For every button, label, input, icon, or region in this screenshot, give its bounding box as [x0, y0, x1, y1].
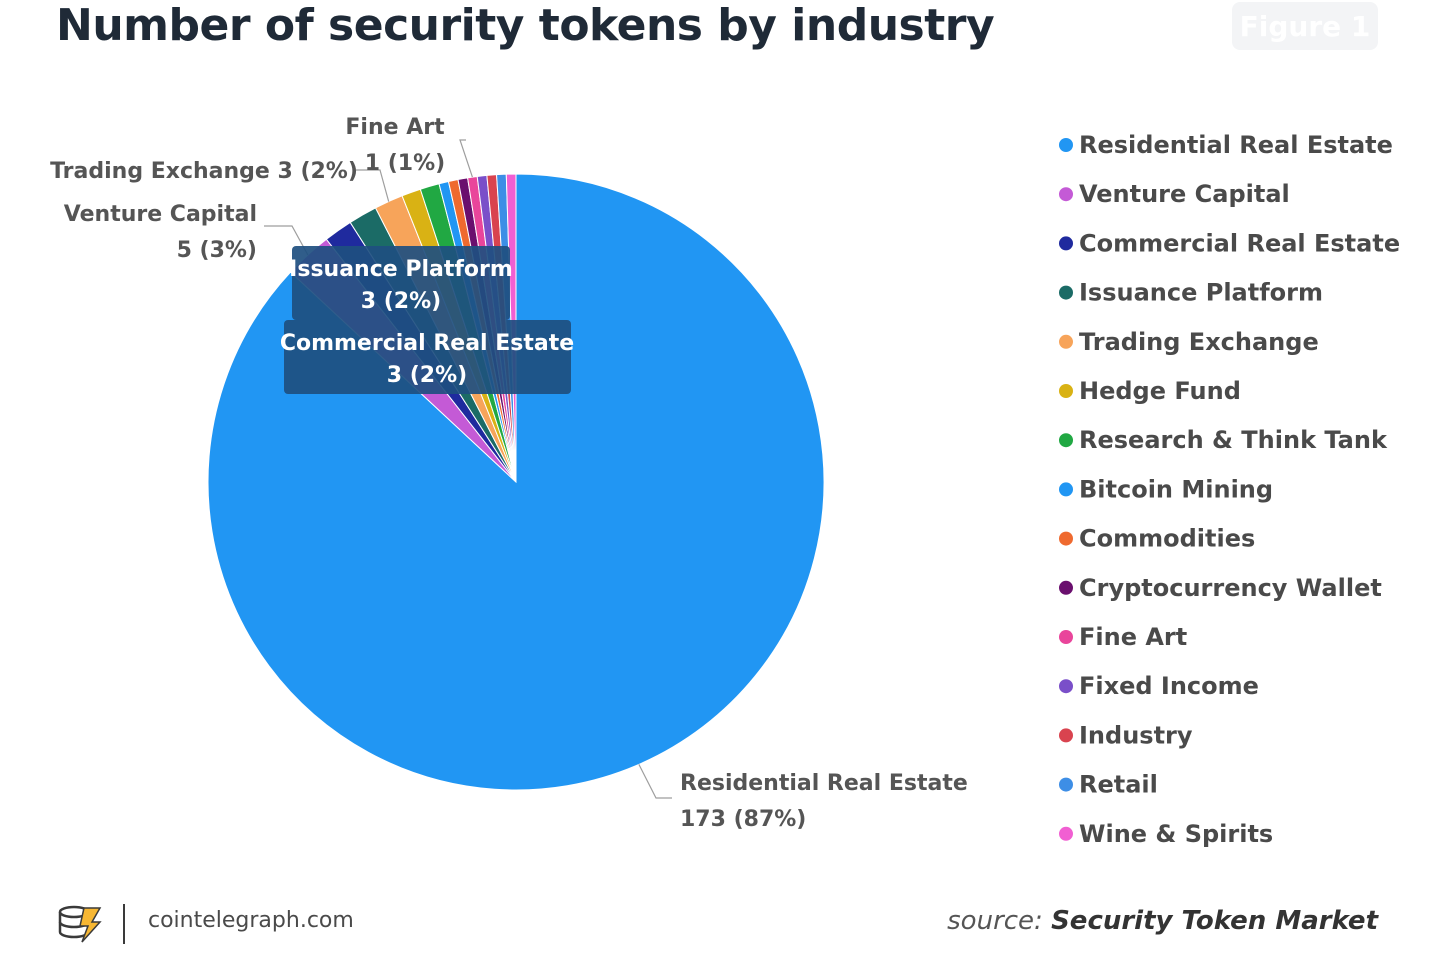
leader-fine-art — [459, 139, 473, 178]
data-label-fine-art: Fine Art 1 (1%) — [345, 115, 445, 176]
chart-title: Number of security tokens by industry — [56, 0, 995, 51]
legend-label: Residential Real Estate — [1079, 131, 1393, 159]
legend-swatch — [1059, 187, 1073, 202]
source-name: Security Token Market — [1051, 906, 1378, 936]
legend-item-industry[interactable]: Industry — [1059, 721, 1193, 749]
data-label-text: Residential Real Estate — [680, 771, 968, 796]
data-label-text: 173 (87%) — [680, 807, 806, 832]
data-label-text: Trading Exchange 3 (2%) — [50, 159, 358, 184]
leader-trading-exchange — [356, 169, 390, 202]
data-label-residential-real-estate: Residential Real Estate 173 (87%) — [680, 771, 968, 832]
legend-swatch — [1059, 482, 1073, 497]
data-label-text: 3 (2%) — [361, 289, 441, 314]
legend-item-venture-capital[interactable]: Venture Capital — [1059, 180, 1290, 208]
legend-item-retail[interactable]: Retail — [1059, 771, 1158, 799]
legend-swatch — [1059, 384, 1073, 398]
legend-item-fixed-income[interactable]: Fixed Income — [1059, 672, 1259, 700]
legend-swatch — [1059, 433, 1073, 448]
legend-swatch — [1059, 630, 1073, 644]
legend-swatch — [1059, 285, 1073, 300]
logo-icon — [58, 905, 102, 943]
source-prefix: source: — [947, 906, 1043, 936]
legend-label: Commodities — [1079, 525, 1255, 553]
legend: Residential Real Estate Venture Capital Co… — [1059, 131, 1400, 848]
legend-item-hedge-fund[interactable]: Hedge Fund — [1059, 377, 1241, 405]
figure-badge: Figure 1 — [1232, 2, 1378, 50]
legend-label: Cryptocurrency Wallet — [1079, 574, 1382, 602]
legend-label: Fixed Income — [1079, 672, 1259, 700]
data-label-commercial-real-estate: Commercial Real Estate 3 (2%) — [280, 320, 574, 394]
legend-label: Bitcoin Mining — [1079, 475, 1273, 503]
legend-swatch — [1059, 531, 1073, 546]
legend-item-wine-and-spirits[interactable]: Wine & Spirits — [1059, 820, 1273, 848]
legend-item-research-and-think-tank[interactable]: Research & Think Tank — [1059, 426, 1388, 454]
legend-label: Industry — [1079, 721, 1193, 749]
leader-venture-capital — [264, 225, 309, 256]
legend-item-bitcoin-mining[interactable]: Bitcoin Mining — [1059, 475, 1273, 503]
legend-swatch — [1059, 236, 1073, 251]
data-label-text: 1 (1%) — [365, 151, 445, 176]
data-label-text: 5 (3%) — [177, 238, 257, 263]
legend-swatch — [1059, 334, 1073, 349]
legend-label: Venture Capital — [1079, 180, 1290, 208]
legend-label: Research & Think Tank — [1079, 426, 1388, 454]
legend-label: Wine & Spirits — [1079, 820, 1273, 848]
legend-swatch — [1059, 728, 1073, 743]
legend-item-trading-exchange[interactable]: Trading Exchange — [1059, 328, 1319, 356]
footer-source: source: Security Token Market — [947, 906, 1378, 936]
data-labels: Fine Art 1 (1%) Trading Exchange 3 (2%) Ven… — [50, 115, 968, 832]
leader-residential-real-estate — [638, 764, 672, 799]
legend-item-residential-real-estate[interactable]: Residential Real Estate — [1059, 131, 1393, 159]
footer-site[interactable]: cointelegraph.com — [148, 908, 354, 933]
legend-swatch — [1059, 580, 1073, 595]
leader-lines — [264, 139, 672, 799]
legend-label: Commercial Real Estate — [1079, 229, 1400, 257]
data-label-text: Fine Art — [345, 115, 445, 140]
legend-swatch — [1059, 826, 1073, 841]
legend-item-cryptocurrency-wallet[interactable]: Cryptocurrency Wallet — [1059, 574, 1382, 602]
data-label-issuance-platform: Issuance Platform 3 (2%) — [289, 246, 513, 320]
legend-swatch — [1059, 777, 1073, 792]
legend-item-issuance-platform[interactable]: Issuance Platform — [1059, 279, 1323, 307]
legend-label: Fine Art — [1079, 623, 1187, 651]
legend-item-commodities[interactable]: Commodities — [1059, 525, 1255, 553]
data-label-text: Venture Capital — [64, 202, 257, 227]
data-label-box — [284, 320, 571, 394]
legend-item-fine-art[interactable]: Fine Art — [1059, 623, 1187, 651]
legend-label: Hedge Fund — [1079, 377, 1241, 405]
footer-divider — [123, 904, 125, 944]
legend-swatch — [1059, 138, 1073, 152]
data-label-text: Issuance Platform — [289, 257, 513, 282]
cointelegraph-logo — [56, 902, 104, 946]
legend-label: Issuance Platform — [1079, 279, 1323, 307]
legend-item-commercial-real-estate[interactable]: Commercial Real Estate — [1059, 229, 1400, 257]
data-label-venture-capital: Venture Capital 5 (3%) — [64, 202, 257, 263]
legend-label: Trading Exchange — [1079, 328, 1319, 356]
data-label-box — [292, 246, 510, 320]
data-label-trading-exchange: Trading Exchange 3 (2%) — [50, 159, 358, 184]
data-label-text: 3 (2%) — [387, 363, 467, 388]
legend-label: Retail — [1079, 771, 1158, 799]
data-label-text: Commercial Real Estate — [280, 331, 574, 356]
legend-swatch — [1059, 679, 1073, 694]
